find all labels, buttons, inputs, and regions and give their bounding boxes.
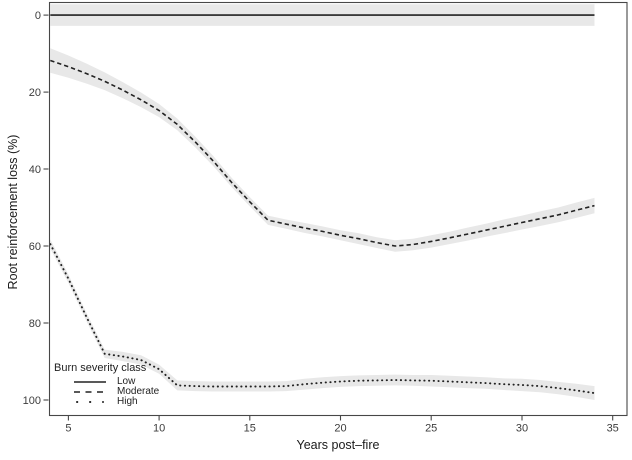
x-tick-label: 30 [516,423,528,435]
y-tick-label: 40 [29,164,41,176]
series-line-moderate [50,59,595,247]
legend-label-moderate: Moderate [117,385,160,397]
y-tick-label: 20 [29,87,41,99]
legend: Burn severity class Low Moderate High [54,362,159,406]
legend-title: Burn severity class [54,362,147,374]
panel-border [48,1,628,417]
series-line-high [49,243,596,395]
ribbons-layer [50,4,595,400]
legend-label-low: Low [117,375,136,387]
x-axis-title: Years post–fire [296,438,380,452]
legend-entry-low: Low [54,375,159,387]
legend-entry-moderate: Moderate [54,385,160,397]
y-tick-label: 60 [29,241,41,253]
y-tick-label: 100 [23,395,41,407]
ci-ribbon-high [50,239,595,400]
x-tick-label: 35 [607,423,619,435]
x-tick-label: 10 [153,423,165,435]
y-axis-title: Root reinforcement loss (%) [6,134,20,290]
y-tick-label: 0 [35,10,41,22]
x-tick-label: 20 [334,423,346,435]
y-tick-label: 80 [29,318,41,330]
legend-key-dashed-line-icon [74,390,106,393]
x-tick-label: 5 [65,423,71,435]
ci-ribbon-moderate [50,48,595,252]
legend-key-dotted-line-icon [76,400,104,403]
legend-entry-high: High [54,395,159,407]
series-layer [49,14,596,395]
axes-layer: 5 10 15 20 25 30 35 0 20 40 60 80 100 [23,10,619,435]
legend-key-solid-line-icon [74,381,106,383]
legend-label-high: High [117,395,138,407]
x-tick-label: 25 [425,423,437,435]
x-tick-label: 15 [244,423,256,435]
